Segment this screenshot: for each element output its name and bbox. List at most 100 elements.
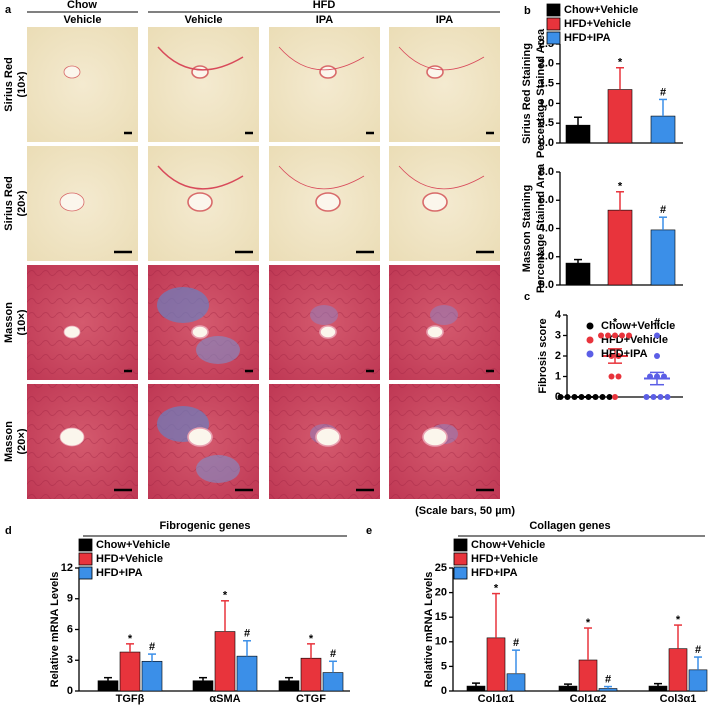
legend-label: HFD+Vehicle — [471, 553, 538, 565]
y-tick-label: 20 — [435, 587, 447, 599]
fibrosis-patch — [157, 287, 209, 323]
micrograph — [389, 27, 500, 142]
y-axis-label: Masson Staining — [521, 185, 533, 272]
y-tick-label: 2 — [555, 350, 561, 362]
bar — [688, 669, 708, 692]
y-tick-label: 1.0 — [539, 97, 554, 109]
bar — [141, 660, 163, 692]
collagen-strand — [157, 46, 244, 71]
data-point — [619, 332, 625, 339]
legend-label: Chow+Vehicle — [96, 539, 170, 551]
bar — [97, 680, 119, 692]
bar — [668, 648, 688, 692]
legend-swatch — [453, 566, 468, 580]
legend-label: HFD+IPA — [564, 32, 611, 44]
vessel — [422, 427, 448, 447]
row-label: Sirius Red — [3, 176, 15, 230]
data-point — [643, 394, 650, 400]
column-header: IPA — [436, 14, 454, 26]
legend-swatch — [546, 17, 561, 31]
data-point — [650, 394, 657, 400]
micrograph-texture — [148, 265, 259, 380]
significance-mark: # — [654, 316, 660, 328]
y-tick-label: 9 — [67, 593, 73, 605]
legend-label: Chow+Vehicle — [564, 4, 638, 16]
bar — [598, 688, 618, 692]
data-point — [654, 332, 660, 339]
y-tick-label: 2.0 — [539, 58, 554, 70]
legend-label: HFD+IPA — [471, 567, 518, 579]
collagen-strand — [398, 165, 485, 190]
vessel — [319, 325, 337, 339]
group-header: HFD — [313, 0, 336, 11]
legend-label: HFD+Vehicle — [601, 334, 668, 346]
vessel — [191, 65, 209, 79]
significance-mark: # — [660, 86, 666, 98]
y-tick-label: 0.0 — [539, 137, 554, 149]
row-label: Sirius Red — [3, 57, 15, 111]
y-tick-label: 0 — [67, 685, 73, 697]
micrograph-texture — [27, 265, 138, 380]
significance-mark: * — [309, 633, 314, 645]
vessel — [315, 427, 341, 447]
row-label: Masson — [3, 302, 15, 343]
y-axis-label: Sirius Red Staining — [521, 43, 533, 144]
y-axis-label: Relative mRNA Levels — [423, 572, 435, 688]
bar — [648, 685, 668, 692]
vessel — [422, 192, 448, 212]
x-tick-label: Col1α1 — [478, 693, 515, 705]
data-point — [598, 332, 604, 339]
y-tick-label: 1 — [555, 370, 561, 382]
fibrosis-patch — [430, 305, 458, 325]
legend-marker — [586, 336, 594, 344]
vessel — [191, 325, 209, 339]
bar — [565, 124, 591, 144]
panel-label: c — [524, 291, 530, 303]
y-axis-label: Relative mRNA Levels — [49, 572, 61, 688]
x-tick-label: Col1α2 — [570, 693, 607, 705]
y-tick-label: 4.0 — [539, 222, 554, 234]
legend-swatch — [453, 552, 468, 566]
y-tick-label: 15 — [435, 611, 447, 623]
collagen-strand — [157, 165, 244, 190]
significance-mark: # — [660, 204, 666, 216]
row-label: (20×) — [16, 190, 28, 216]
y-tick-label: 3 — [67, 654, 73, 666]
bar — [192, 680, 214, 692]
chart-title: Fibrogenic genes — [159, 520, 250, 532]
y-axis-label: Fibrosis score — [537, 318, 549, 393]
y-tick-label: 6.0 — [539, 194, 554, 206]
significance-mark: * — [128, 633, 133, 645]
row-label: (10×) — [16, 309, 28, 335]
vessel — [319, 65, 337, 79]
column-header: IPA — [316, 14, 334, 26]
bar — [300, 657, 322, 692]
significance-mark: * — [613, 316, 618, 328]
bar — [607, 89, 633, 144]
data-point — [564, 394, 571, 400]
legend-label: Chow+Vehicle — [471, 539, 545, 551]
fibrosis-patch — [196, 455, 240, 483]
y-axis-label: Percentage Stained Area — [535, 163, 547, 293]
data-point — [654, 353, 660, 359]
data-point — [605, 332, 611, 339]
significance-mark: * — [223, 590, 228, 602]
y-tick-label: 5 — [441, 660, 447, 672]
vessel — [63, 325, 81, 339]
row-label: (10×) — [16, 71, 28, 97]
bar — [650, 229, 676, 286]
data-point — [599, 394, 606, 400]
significance-mark: * — [618, 181, 623, 193]
chart-title: Collagen genes — [529, 520, 610, 532]
significance-mark: * — [618, 57, 623, 69]
micrograph — [27, 27, 138, 142]
legend-swatch — [546, 31, 561, 45]
column-header: Vehicle — [185, 14, 223, 26]
data-point — [612, 332, 618, 339]
group-header: Chow — [67, 0, 97, 11]
legend-label: HFD+IPA — [96, 567, 143, 579]
significance-mark: * — [676, 614, 681, 626]
vessel — [187, 192, 213, 212]
x-tick-label: CTGF — [296, 693, 326, 705]
